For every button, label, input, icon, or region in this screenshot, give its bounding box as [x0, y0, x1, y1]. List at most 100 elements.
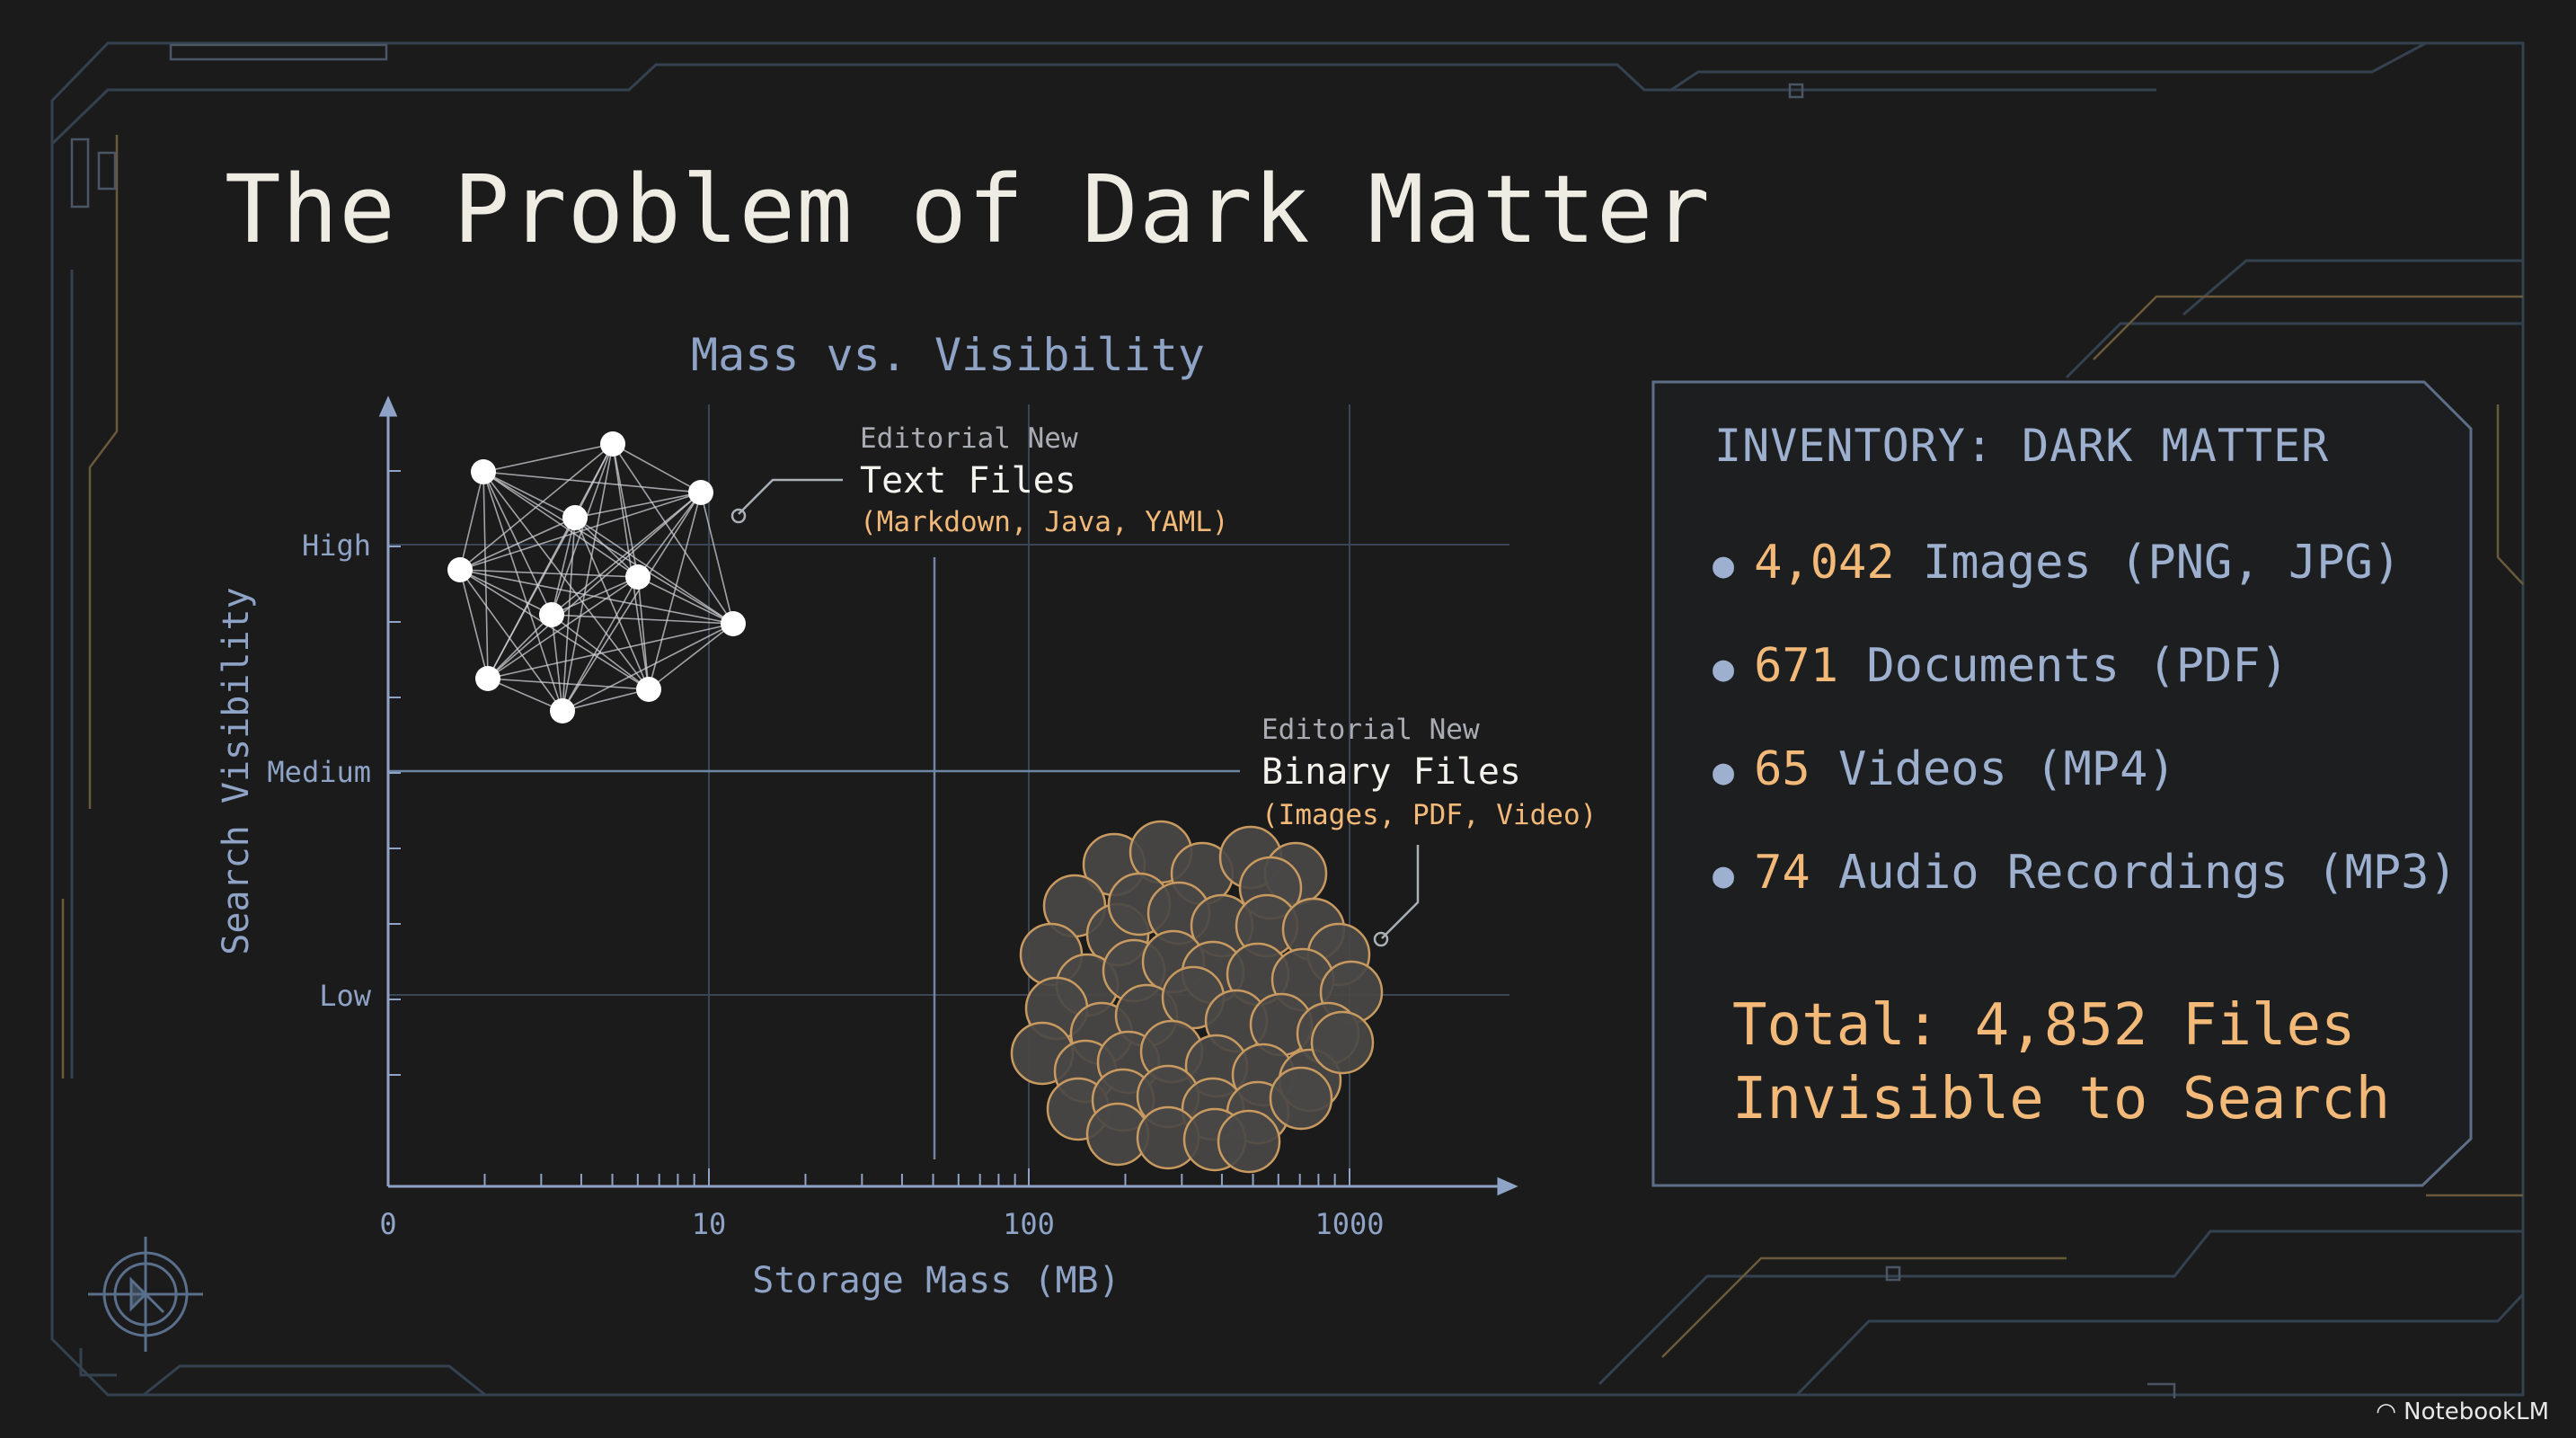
axes — [378, 395, 1518, 1196]
network-edge — [648, 492, 702, 690]
network-edge — [459, 569, 553, 616]
network-node — [471, 459, 496, 484]
network-edge — [487, 678, 650, 690]
network-edge — [574, 517, 734, 625]
network-edge — [487, 492, 702, 679]
network-edge — [562, 623, 734, 712]
network-node — [721, 611, 746, 636]
x-tick-label: 1000 — [1315, 1207, 1384, 1241]
network-edge — [487, 576, 639, 679]
x-tick-label: 10 — [692, 1207, 727, 1241]
inventory-count: 74 — [1754, 846, 1810, 900]
y-tick-label: Medium — [267, 755, 371, 789]
network-edge — [562, 443, 614, 712]
network-node — [625, 564, 651, 590]
binary-files-cluster — [1010, 820, 1384, 1174]
y-minor-ticks — [388, 470, 401, 1076]
network-node — [550, 698, 575, 723]
inventory-count: 671 — [1754, 639, 1839, 693]
binary-files-name: Binary Files — [1261, 751, 1521, 793]
network-edge — [459, 443, 614, 571]
watermark-text: NotebookLM — [2403, 1398, 2549, 1425]
binary-files-detail: (Images, PDF, Video) — [1261, 799, 1597, 831]
inventory-label: Videos (MP4) — [1838, 742, 2176, 796]
bullet-icon: ● — [1713, 855, 1735, 896]
network-edge — [574, 517, 639, 578]
network-edge — [551, 614, 734, 625]
network-node — [600, 431, 625, 457]
network-edge — [562, 517, 576, 712]
network-edge — [574, 492, 702, 519]
total-line-1: Total: 4,852 Files — [1732, 992, 2356, 1059]
inventory-panel — [1651, 380, 2473, 1187]
text-files-network — [447, 431, 746, 723]
y-tick-label: High — [302, 528, 371, 563]
network-edge — [637, 492, 702, 578]
compass-icon — [88, 1237, 203, 1352]
text-files-kicker: Editorial New — [860, 422, 1078, 455]
inventory-label: Audio Recordings (MP3) — [1838, 846, 2457, 900]
network-edge — [459, 569, 563, 712]
inventory-total: Total: 4,852 Files Invisible to Search — [1732, 989, 2390, 1136]
network-edge — [700, 492, 734, 625]
cluster-bubble — [1269, 1066, 1333, 1131]
network-edge — [637, 576, 734, 625]
chart-title: Mass vs. Visibility — [691, 329, 1205, 381]
network-edge — [637, 576, 650, 690]
text-files-leader-dot — [730, 508, 747, 524]
x-axis-label: Storage Mass (MB) — [752, 1260, 1120, 1301]
total-line-2: Invisible to Search — [1732, 1066, 2391, 1132]
text-files-network-edges — [459, 443, 734, 712]
notebooklm-watermark: ◠ NotebookLM — [2376, 1398, 2549, 1425]
network-edge — [551, 443, 614, 616]
inventory-label: Images (PNG, JPG) — [1922, 536, 2402, 590]
x-tick-label: 0 — [379, 1207, 396, 1241]
cluster-bubble — [1310, 1010, 1375, 1075]
network-edge — [482, 471, 563, 712]
inventory-count: 65 — [1754, 742, 1810, 796]
network-node — [636, 677, 661, 702]
network-edge — [574, 517, 650, 690]
network-edge — [459, 471, 484, 571]
text-files-leader — [738, 478, 843, 515]
network-edge — [612, 443, 650, 690]
network-node — [688, 480, 713, 505]
network-edge — [648, 623, 734, 690]
y-tick-label: Low — [319, 979, 372, 1013]
network-edge — [612, 443, 702, 493]
network-edge — [487, 517, 576, 679]
text-files-detail: (Markdown, Java, YAML) — [860, 506, 1229, 538]
scatter-chart: 0 10 100 1000 High Medium Low Storage Ma… — [216, 395, 1597, 1301]
network-edge — [551, 576, 639, 616]
network-edge — [482, 443, 614, 473]
network-edge — [551, 614, 650, 690]
inventory-item: ● 671 Documents (PDF) — [1713, 639, 2288, 693]
binary-files-kicker: Editorial New — [1261, 714, 1480, 746]
network-edge — [482, 471, 734, 625]
network-edge — [459, 569, 489, 679]
network-edge — [459, 569, 639, 578]
network-edge — [487, 678, 563, 712]
y-axis-label: Search Visibility — [216, 587, 257, 954]
network-node — [475, 666, 500, 691]
inventory-item: ● 4,042 Images (PNG, JPG) — [1713, 536, 2401, 590]
cluster-bubble — [1217, 1109, 1281, 1174]
x-minor-ticks — [483, 1168, 1350, 1186]
network-node — [447, 557, 473, 582]
bullet-icon: ● — [1713, 545, 1735, 586]
inventory-item: ● 65 Videos (MP4) — [1713, 742, 2176, 796]
network-node — [562, 505, 588, 530]
slide-title: The Problem of Dark Matter — [225, 155, 1711, 264]
network-edge — [459, 569, 734, 625]
inventory-item: ● 74 Audio Recordings (MP3) — [1713, 846, 2457, 900]
inventory-heading: INVENTORY: DARK MATTER — [1714, 420, 2330, 472]
network-edge — [487, 614, 553, 679]
network-node — [539, 602, 564, 627]
text-files-name: Text Files — [860, 460, 1076, 502]
network-edge — [459, 569, 650, 690]
network-edge — [562, 576, 639, 712]
network-edge — [482, 471, 650, 690]
inventory-count: 4,042 — [1754, 536, 1895, 590]
